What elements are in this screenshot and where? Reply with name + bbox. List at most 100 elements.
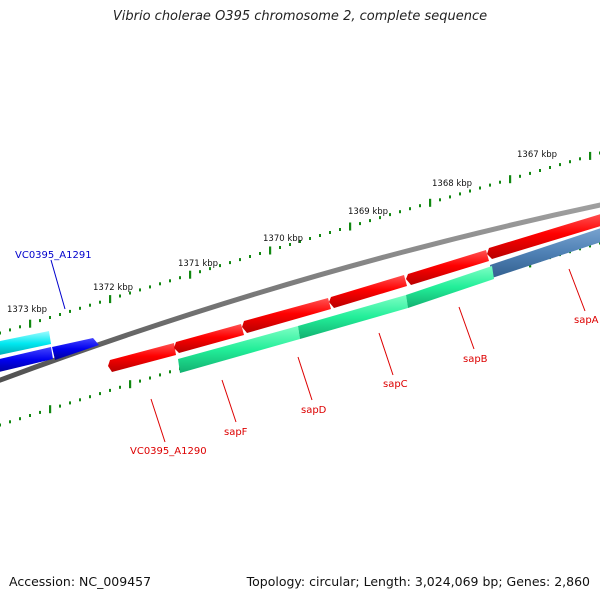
ruler-minor-tick bbox=[39, 410, 41, 414]
ruler-minor-tick bbox=[79, 398, 81, 402]
ruler-minor-tick bbox=[559, 163, 561, 167]
feature-cyan[interactable] bbox=[0, 331, 51, 356]
gene-sapb-shape[interactable] bbox=[406, 250, 489, 285]
gene-sapf-shape[interactable] bbox=[174, 324, 244, 353]
ruler-major-tick bbox=[129, 380, 132, 389]
tick-label-1372: 1372 kbp bbox=[93, 283, 133, 293]
ruler-minor-tick bbox=[69, 401, 71, 405]
ruler-minor-tick bbox=[69, 309, 71, 313]
map-title: Vibrio cholerae O395 chromosome 2, compl… bbox=[112, 9, 488, 24]
feature-steelblue[interactable] bbox=[490, 227, 600, 278]
ruler-minor-tick bbox=[0, 423, 1, 427]
gene-label-sapf[interactable]: sapF bbox=[224, 427, 248, 438]
ruler-minor-tick bbox=[469, 189, 471, 193]
ruler-minor-tick bbox=[249, 255, 251, 258]
feature-green-1[interactable] bbox=[178, 326, 300, 373]
gene-vc0395-a1291-shape[interactable] bbox=[0, 347, 53, 373]
ruler-minor-tick bbox=[589, 244, 591, 248]
ruler-minor-tick bbox=[159, 282, 161, 286]
tick-label-1368: 1368 kbp bbox=[432, 179, 472, 189]
ruler-minor-tick bbox=[399, 210, 401, 214]
accession-text: Accession: NC_009457 bbox=[9, 574, 152, 589]
ruler-minor-tick bbox=[539, 169, 541, 172]
vc0395-a1290-leader bbox=[150, 398, 166, 443]
gene-blue-arrow[interactable] bbox=[52, 338, 99, 360]
ruler-minor-tick bbox=[519, 174, 521, 178]
ruler-major-tick bbox=[109, 295, 112, 304]
gene-label-sapa[interactable]: sapA bbox=[574, 315, 599, 326]
feature-green-track bbox=[178, 266, 494, 373]
vc0395-a1291-leader bbox=[50, 259, 66, 310]
ruler-minor-tick bbox=[149, 376, 151, 380]
gene-sapc-shape[interactable] bbox=[329, 275, 407, 308]
ruler-minor-tick bbox=[489, 183, 491, 187]
ruler-minor-tick bbox=[319, 234, 321, 237]
ruler-minor-tick bbox=[149, 285, 151, 289]
ruler-minor-tick bbox=[119, 294, 121, 298]
ruler-major-tick bbox=[49, 405, 52, 414]
ruler-minor-tick bbox=[9, 420, 11, 424]
ruler-minor-tick bbox=[479, 186, 481, 190]
ruler-minor-tick bbox=[569, 160, 571, 164]
gene-label-vc0395-a1290[interactable]: VC0395_A1290 bbox=[130, 446, 207, 457]
ruler-minor-tick bbox=[549, 166, 551, 169]
gene-sapd-shape[interactable] bbox=[242, 298, 331, 333]
gene-sapa-shape[interactable] bbox=[487, 213, 600, 259]
gene-label-sapd[interactable]: sapD bbox=[301, 405, 327, 416]
ruler-major-tick bbox=[509, 175, 512, 184]
sapc-leader bbox=[378, 332, 394, 376]
ruler-minor-tick bbox=[89, 303, 91, 307]
ruler-minor-tick bbox=[169, 370, 171, 374]
feature-green-2[interactable] bbox=[298, 295, 408, 339]
ruler-major-tick bbox=[189, 270, 192, 279]
ruler-minor-tick bbox=[139, 288, 141, 292]
sapd-leader bbox=[297, 356, 313, 401]
sapb-leader bbox=[458, 306, 475, 350]
ruler-minor-tick bbox=[339, 228, 341, 231]
gene-label-sapc[interactable]: sapC bbox=[383, 379, 408, 390]
sapa-leader bbox=[568, 268, 586, 312]
ruler-minor-tick bbox=[99, 300, 101, 304]
ruler-minor-tick bbox=[379, 216, 381, 220]
tick-label-1371: 1371 kbp bbox=[178, 259, 218, 269]
ruler-minor-tick bbox=[179, 276, 181, 280]
ruler-minor-tick bbox=[369, 219, 371, 223]
ruler-minor-tick bbox=[89, 395, 91, 399]
ruler-minor-tick bbox=[219, 264, 221, 268]
ruler-minor-tick bbox=[239, 258, 241, 262]
tick-label-1373: 1373 kbp bbox=[7, 305, 47, 315]
tick-label-1369: 1369 kbp bbox=[348, 207, 388, 217]
ruler-minor-tick bbox=[59, 404, 61, 408]
ruler-minor-tick bbox=[529, 171, 531, 175]
gene-label-vc0395-a1291[interactable]: VC0395_A1291 bbox=[15, 250, 92, 261]
ruler-minor-tick bbox=[209, 267, 211, 271]
ruler-major-tick bbox=[349, 222, 352, 231]
ruler-minor-tick bbox=[299, 240, 301, 243]
ruler-minor-tick bbox=[289, 243, 291, 246]
ruler-minor-tick bbox=[229, 261, 231, 265]
ruler-minor-tick bbox=[159, 373, 161, 377]
ruler-minor-tick bbox=[139, 379, 141, 383]
tick-label-1370: 1370 kbp bbox=[263, 234, 303, 244]
ruler-tick-labels: 1367 kbp 1368 kbp 1369 kbp 1370 kbp 1371… bbox=[7, 150, 557, 315]
tick-label-1367: 1367 kbp bbox=[517, 150, 557, 160]
ruler-minor-tick bbox=[9, 328, 11, 332]
ruler-minor-tick bbox=[329, 231, 331, 234]
gene-label-sapb[interactable]: sapB bbox=[463, 354, 488, 365]
ruler-major-tick bbox=[269, 246, 272, 255]
ruler-minor-tick bbox=[49, 316, 51, 319]
ruler-minor-tick bbox=[0, 331, 1, 335]
ruler-minor-tick bbox=[449, 195, 451, 199]
ruler-minor-tick bbox=[39, 319, 41, 323]
gene-labels: sapA sapB sapC sapD sapF VC0395_A1290 VC… bbox=[15, 250, 599, 457]
ruler-minor-tick bbox=[19, 417, 21, 421]
ruler-minor-tick bbox=[79, 306, 81, 310]
gene-vc0395-a1290-shape[interactable] bbox=[108, 343, 176, 372]
ruler-minor-tick bbox=[59, 313, 61, 316]
feature-green-3[interactable] bbox=[406, 266, 494, 308]
ruler-minor-tick bbox=[99, 392, 101, 396]
chromosome-backbone bbox=[0, 202, 600, 383]
ruler-major-tick bbox=[589, 151, 592, 160]
sequence-summary: Topology: circular; Length: 3,024,069 bp… bbox=[246, 574, 590, 589]
